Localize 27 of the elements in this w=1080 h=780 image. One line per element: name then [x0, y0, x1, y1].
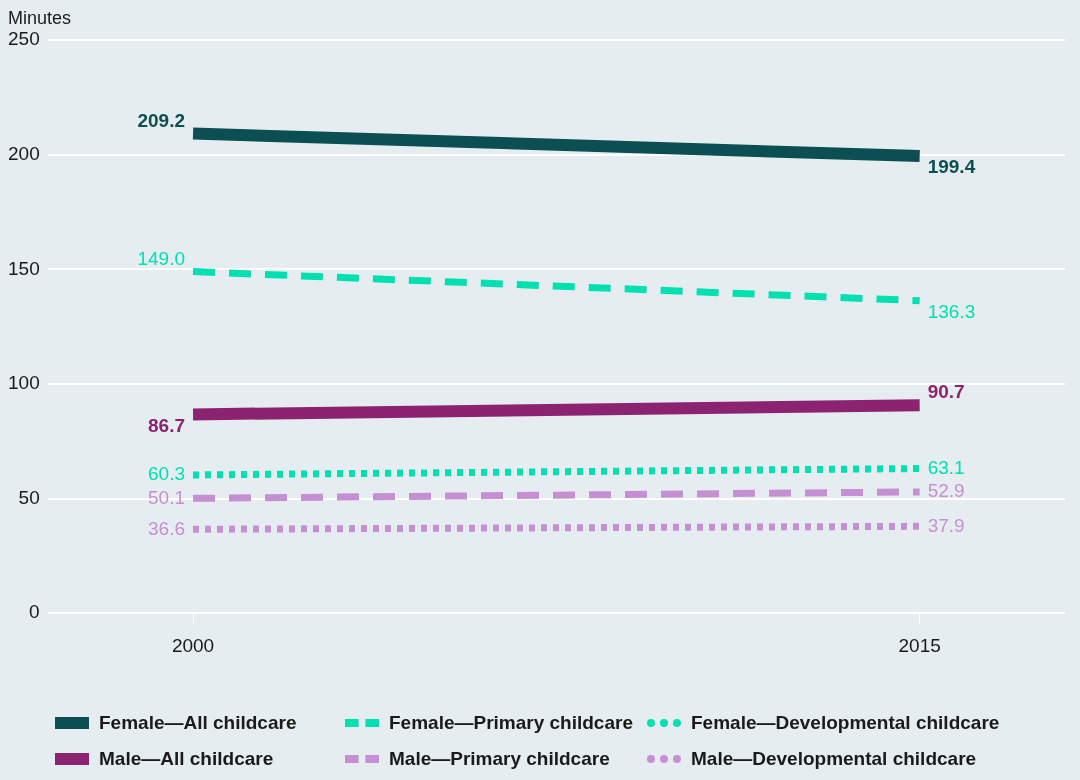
- data-label: 90.7: [927, 381, 965, 403]
- data-label: 209.2: [137, 109, 186, 131]
- y-tick-label: 100: [8, 372, 40, 394]
- data-label: 50.1: [148, 486, 186, 508]
- legend-label: Female—All childcare: [99, 712, 297, 734]
- data-label: 52.9: [927, 480, 965, 502]
- data-label: 136.3: [927, 300, 976, 322]
- legend-label: Female—Developmental childcare: [691, 712, 1000, 734]
- data-label: 149.0: [137, 247, 186, 269]
- y-tick-label: 150: [8, 257, 40, 279]
- y-tick-label: 50: [18, 486, 40, 508]
- legend-label: Male—All childcare: [99, 748, 274, 770]
- y-tick-label: 250: [8, 28, 40, 50]
- legend-label: Female—Primary childcare: [389, 712, 633, 734]
- data-label: 86.7: [148, 414, 186, 436]
- data-label: 63.1: [927, 456, 965, 478]
- data-label: 36.6: [148, 517, 186, 539]
- y-tick-label: 0: [29, 601, 40, 623]
- data-label: 37.9: [927, 514, 965, 536]
- legend-label: Male—Primary childcare: [389, 748, 610, 770]
- y-axis-title: Minutes: [8, 8, 72, 29]
- data-label: 199.4: [927, 156, 976, 178]
- legend-label: Male—Developmental childcare: [691, 748, 977, 770]
- y-tick-label: 200: [8, 142, 40, 164]
- x-tick-label: 2015: [898, 634, 941, 656]
- x-tick-label: 2000: [171, 634, 215, 656]
- data-label: 60.3: [148, 463, 186, 485]
